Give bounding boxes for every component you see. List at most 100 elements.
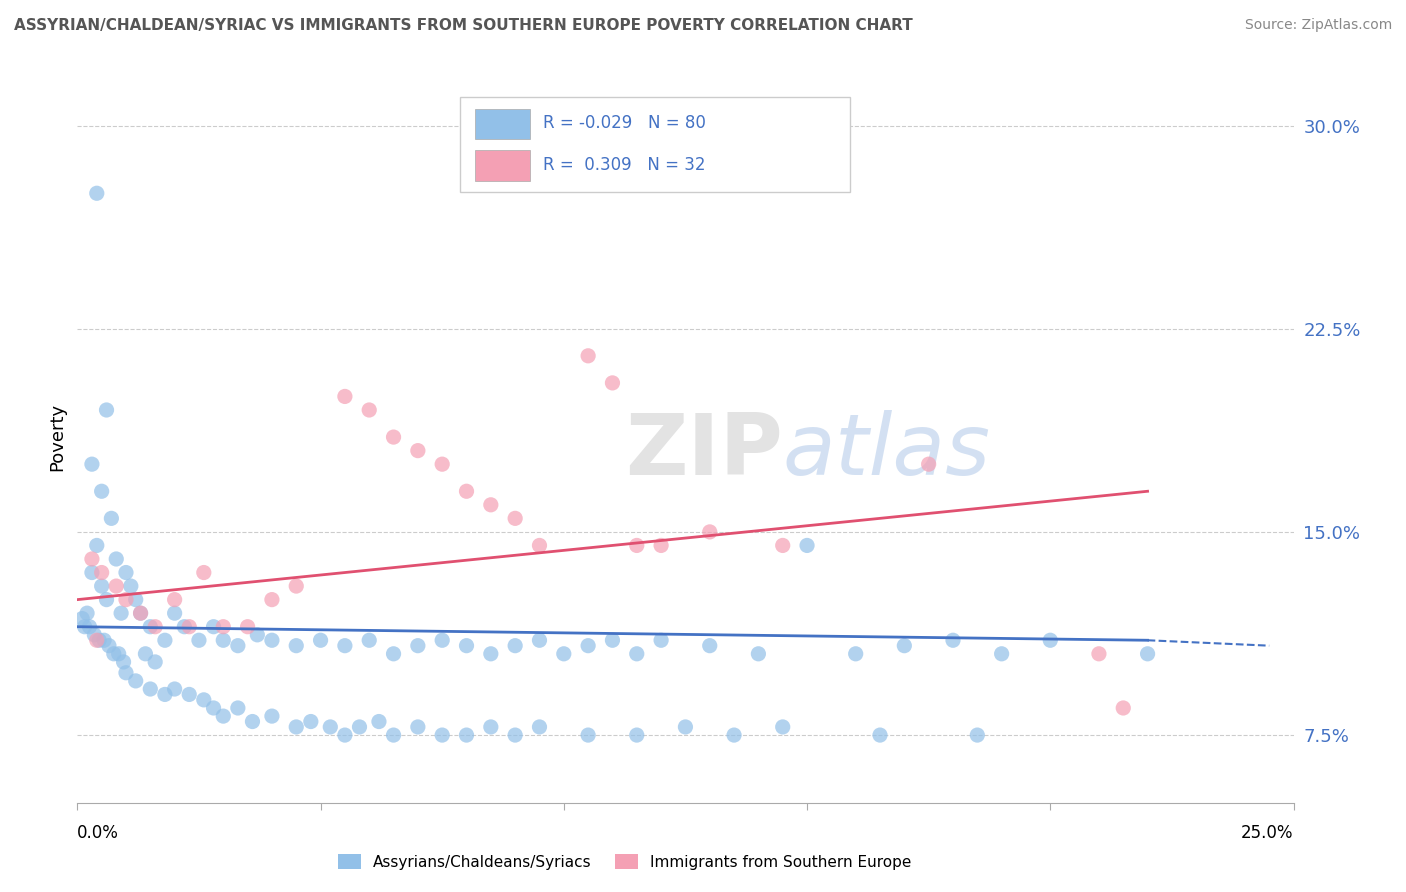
Point	[83, 628, 105, 642]
Point	[86, 186, 108, 201]
Point	[96, 403, 118, 417]
Point	[333, 728, 356, 742]
Point	[97, 639, 120, 653]
Point	[942, 633, 965, 648]
Point	[134, 647, 156, 661]
Point	[163, 592, 186, 607]
Point	[966, 728, 988, 742]
Point	[73, 620, 96, 634]
Text: R =  0.309   N = 32: R = 0.309 N = 32	[543, 156, 706, 174]
Point	[86, 538, 108, 552]
Point	[89, 633, 111, 648]
Point	[129, 606, 152, 620]
Point	[626, 538, 648, 552]
Point	[115, 566, 138, 580]
Point	[70, 611, 93, 625]
Point	[529, 720, 551, 734]
Point	[125, 673, 148, 688]
Point	[163, 681, 186, 696]
Point	[796, 538, 818, 552]
Point	[86, 633, 108, 648]
Legend: Assyrians/Chaldeans/Syriacs, Immigrants from Southern Europe: Assyrians/Chaldeans/Syriacs, Immigrants …	[332, 847, 917, 876]
Point	[368, 714, 391, 729]
Point	[699, 524, 721, 539]
Point	[576, 349, 599, 363]
Point	[529, 538, 551, 552]
Point	[479, 720, 502, 734]
Point	[202, 620, 225, 634]
Point	[163, 606, 186, 620]
Point	[212, 633, 235, 648]
Point	[430, 633, 453, 648]
Text: 25.0%: 25.0%	[1241, 824, 1294, 842]
Point	[406, 720, 429, 734]
Point	[80, 566, 103, 580]
Point	[626, 728, 648, 742]
Point	[893, 639, 915, 653]
Point	[382, 728, 405, 742]
Point	[529, 633, 551, 648]
Text: 0.0%: 0.0%	[77, 824, 120, 842]
Point	[503, 511, 526, 525]
Point	[139, 620, 162, 634]
Point	[193, 693, 215, 707]
Point	[456, 639, 478, 653]
Point	[456, 484, 478, 499]
Point	[260, 592, 283, 607]
Text: atlas: atlas	[783, 410, 991, 493]
Point	[503, 728, 526, 742]
Point	[1136, 647, 1159, 661]
Point	[80, 457, 103, 471]
Point	[226, 701, 249, 715]
Text: Source: ZipAtlas.com: Source: ZipAtlas.com	[1244, 18, 1392, 32]
Point	[105, 552, 128, 566]
Point	[1039, 633, 1062, 648]
Point	[333, 389, 356, 403]
Text: R = -0.029   N = 80: R = -0.029 N = 80	[543, 114, 706, 132]
Point	[747, 647, 769, 661]
Point	[626, 647, 648, 661]
Point	[602, 376, 624, 390]
Point	[1088, 647, 1111, 661]
Point	[319, 720, 342, 734]
Point	[406, 443, 429, 458]
Point	[285, 579, 308, 593]
Point	[1112, 701, 1135, 715]
Point	[242, 714, 264, 729]
Point	[723, 728, 745, 742]
Point	[90, 566, 112, 580]
Point	[129, 606, 152, 620]
Point	[309, 633, 332, 648]
Point	[845, 647, 868, 661]
Point	[406, 639, 429, 653]
Point	[139, 681, 162, 696]
Point	[299, 714, 322, 729]
Point	[918, 457, 941, 471]
Point	[382, 647, 405, 661]
Point	[430, 728, 453, 742]
Point	[772, 538, 794, 552]
Point	[76, 606, 98, 620]
Point	[90, 579, 112, 593]
Point	[79, 620, 101, 634]
Point	[430, 457, 453, 471]
Point	[96, 592, 118, 607]
Point	[772, 720, 794, 734]
FancyBboxPatch shape	[460, 97, 849, 192]
Point	[236, 620, 259, 634]
Point	[193, 566, 215, 580]
Point	[285, 720, 308, 734]
Point	[503, 639, 526, 653]
Point	[100, 511, 122, 525]
Point	[479, 647, 502, 661]
Point	[93, 633, 115, 648]
Point	[202, 701, 225, 715]
Point	[226, 639, 249, 653]
FancyBboxPatch shape	[475, 109, 530, 139]
FancyBboxPatch shape	[475, 151, 530, 181]
Point	[333, 639, 356, 653]
Point	[349, 720, 371, 734]
Point	[120, 579, 142, 593]
Point	[179, 688, 201, 702]
Point	[456, 728, 478, 742]
